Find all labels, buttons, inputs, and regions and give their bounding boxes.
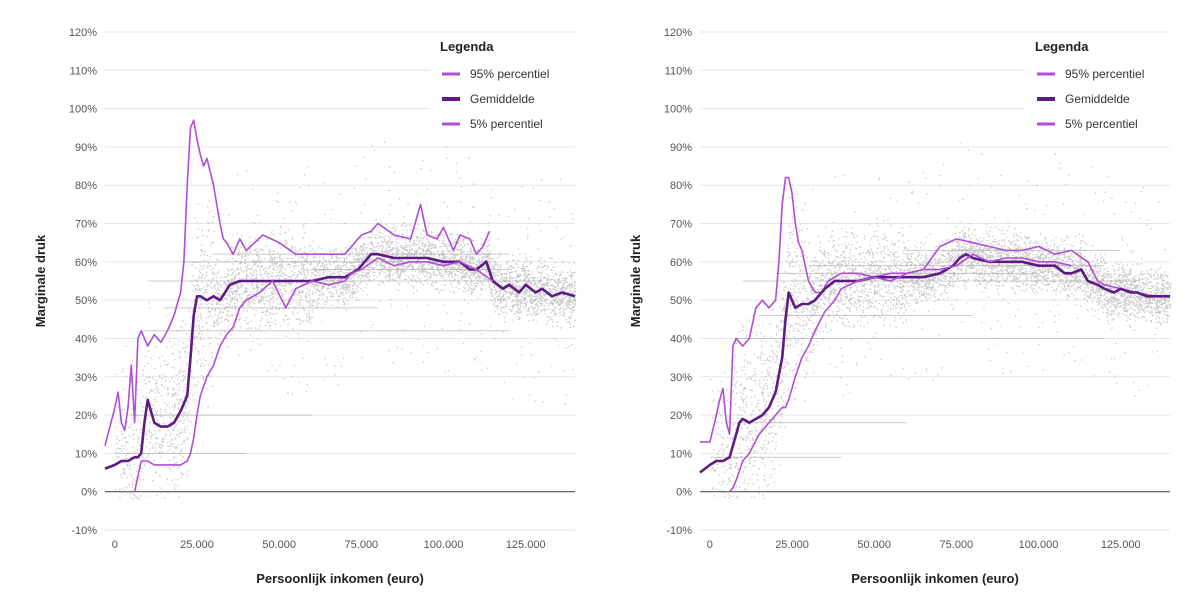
series-line-95-percentiel: [104, 119, 491, 446]
y-tick-label: 30%: [670, 372, 692, 384]
x-tick-label: 25.000: [180, 539, 214, 551]
y-tick-label: 60%: [670, 257, 692, 269]
legend-title: Legenda: [440, 39, 494, 54]
legend: Legenda 95% percentiel Gemiddelde 5% percen…: [1025, 36, 1175, 132]
x-tick-label: 125.000: [1101, 539, 1141, 551]
y-tick-label: -10%: [71, 525, 97, 537]
series-line-5-percentiel: [728, 253, 1072, 493]
x-tick-label: 50.000: [262, 539, 296, 551]
y-tick-label: 10%: [75, 448, 97, 460]
x-tick-label: 100.000: [1019, 539, 1059, 551]
series-line-5-percentiel: [133, 257, 494, 492]
y-tick-label: 80%: [670, 180, 692, 192]
y-tick-label: 0%: [81, 487, 97, 499]
x-tick-label: 125.000: [506, 539, 546, 551]
y-tick-label: 70%: [670, 219, 692, 231]
series-line-gemiddelde: [104, 252, 576, 470]
x-tick-label: 75.000: [940, 539, 974, 551]
y-tick-label: -10%: [666, 525, 692, 537]
legend-entry: 95% percentiel: [470, 67, 549, 81]
y-tick-label: 70%: [75, 219, 97, 231]
legend: Legenda 95% percentiel Gemiddelde 5% percen…: [430, 36, 580, 132]
y-tick-label: 90%: [670, 142, 692, 154]
legend-title: Legenda: [1035, 39, 1089, 54]
series-line-95-percentiel: [700, 176, 1170, 443]
y-tick-label: 100%: [69, 104, 97, 116]
y-tick-label: 120%: [69, 27, 97, 39]
y-tick-label: 120%: [664, 27, 692, 39]
y-tick-label: 20%: [670, 410, 692, 422]
y-tick-label: 20%: [75, 410, 97, 422]
y-tick-label: 30%: [75, 372, 97, 384]
y-tick-label: 80%: [75, 180, 97, 192]
y-tick-label: 110%: [70, 65, 98, 77]
y-tick-label: 100%: [664, 104, 692, 116]
y-tick-label: 90%: [75, 142, 97, 154]
x-tick-label: 75.000: [345, 539, 379, 551]
y-tick-label: 50%: [75, 295, 97, 307]
legend-background: [430, 36, 580, 132]
y-tick-label: 50%: [670, 295, 692, 307]
legend-entry: 5% percentiel: [470, 117, 543, 131]
x-tick-label: 0: [707, 539, 713, 551]
chart-right: -10% 0% 10% 20% 30% 40% 50% 60% 70% 80% 90% 100% 110…: [595, 0, 1190, 600]
x-tick-label: 25.000: [775, 539, 809, 551]
x-tick-label: 100.000: [424, 539, 464, 551]
y-tick-label: 40%: [670, 333, 692, 345]
legend-entry: 5% percentiel: [1065, 117, 1138, 131]
x-tick-label: 0: [112, 539, 118, 551]
y-tick-label: 10%: [670, 448, 692, 460]
chart-panel-right: -10% 0% 10% 20% 30% 40% 50% 60% 70% 80% 90% 100% 110…: [595, 0, 1190, 600]
y-tick-label: 60%: [75, 257, 97, 269]
legend-background: [1025, 36, 1175, 132]
x-axis-title: Persoonlijk inkomen (euro): [851, 571, 1019, 586]
chart-left: -10% 0% 10% 20% 30% 40% 50% 60% 70% 80% 90% 100% 110…: [33, 27, 580, 586]
legend-entry: Gemiddelde: [1065, 92, 1130, 106]
y-tick-label: 0%: [676, 487, 692, 499]
y-axis-title: Marginale druk: [33, 234, 48, 327]
chart-panel-left: -10% 0% 10% 20% 30% 40% 50% 60% 70% 80% 90% 100% 110…: [33, 27, 580, 586]
y-axis-title: Marginale druk: [628, 234, 643, 327]
legend-entry: Gemiddelde: [470, 92, 535, 106]
x-axis-title: Persoonlijk inkomen (euro): [256, 571, 424, 586]
legend-entry: 95% percentiel: [1065, 67, 1144, 81]
x-tick-label: 50.000: [857, 539, 891, 551]
y-tick-label: 110%: [665, 65, 693, 77]
y-tick-label: 40%: [75, 333, 97, 345]
